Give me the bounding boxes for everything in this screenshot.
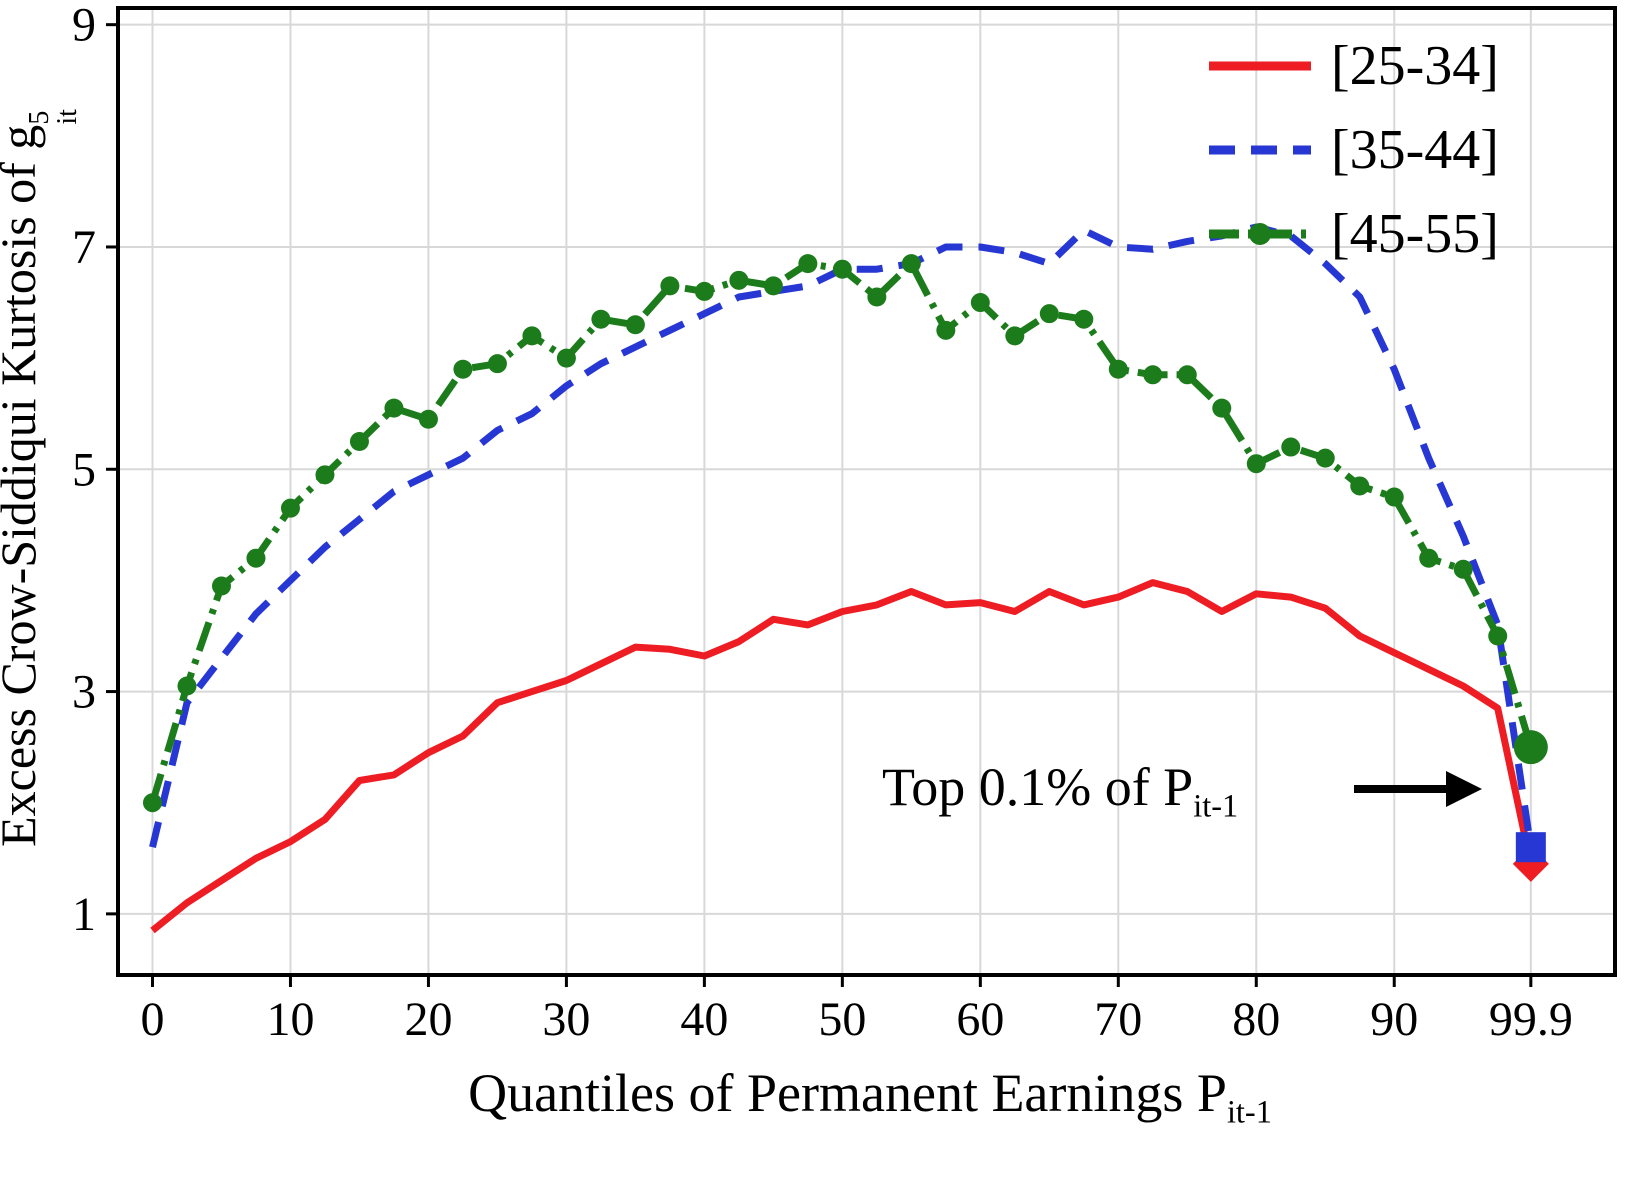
data-point-marker bbox=[729, 270, 749, 290]
x-tick-label: 10 bbox=[266, 993, 314, 1046]
series-[35-44] bbox=[149, 223, 1546, 863]
x-tick-label: 50 bbox=[818, 993, 866, 1046]
x-axis-title-sub: it-1 bbox=[1226, 1094, 1272, 1131]
data-point-marker bbox=[1039, 304, 1059, 324]
x-tick-label: 20 bbox=[404, 993, 452, 1046]
legend-sample-solid-line bbox=[1209, 61, 1311, 71]
data-point-marker bbox=[1143, 365, 1163, 385]
series-line bbox=[149, 223, 1535, 849]
legend-sample-dashed-line bbox=[1209, 145, 1311, 155]
x-tick-label: 40 bbox=[680, 993, 728, 1046]
data-point-marker bbox=[591, 309, 611, 329]
data-point-marker bbox=[246, 548, 266, 568]
data-point-marker bbox=[280, 498, 300, 518]
data-point-marker bbox=[1384, 487, 1404, 507]
y-tick-label: 9 bbox=[72, 0, 96, 52]
data-point-marker bbox=[1281, 437, 1301, 457]
data-point-marker bbox=[832, 259, 852, 279]
legend-label-25-34: [25-34] bbox=[1331, 35, 1499, 97]
data-point-marker bbox=[625, 315, 645, 335]
data-point-marker bbox=[384, 398, 404, 418]
data-point-marker bbox=[522, 326, 542, 346]
data-point-marker bbox=[798, 254, 818, 274]
data-point-marker bbox=[1212, 398, 1232, 418]
tick-marks bbox=[106, 23, 1533, 987]
y-axis-title-sup: 5 bbox=[23, 110, 55, 125]
y-axis-title-sub: it bbox=[52, 109, 84, 125]
end-marker-circle bbox=[1513, 730, 1548, 765]
series-[45-55] bbox=[142, 254, 1548, 813]
data-point-marker bbox=[556, 348, 576, 368]
data-point-marker bbox=[315, 465, 335, 485]
gridlines bbox=[118, 8, 1615, 975]
data-point-marker bbox=[1488, 626, 1508, 646]
data-point-marker bbox=[936, 320, 956, 340]
x-tick-label: 60 bbox=[956, 993, 1004, 1046]
y-tick-label: 3 bbox=[72, 666, 96, 719]
y-tick-label: 5 bbox=[72, 443, 96, 496]
data-point-marker bbox=[901, 254, 921, 274]
data-point-marker bbox=[1074, 309, 1094, 329]
data-point-marker bbox=[418, 409, 438, 429]
y-axis-title-supsub: 5 it bbox=[23, 109, 84, 125]
data-point-marker bbox=[1315, 448, 1335, 468]
data-point-marker bbox=[1246, 454, 1266, 474]
x-tick-label: 70 bbox=[1094, 993, 1142, 1046]
data-point-marker bbox=[1453, 559, 1473, 579]
plot-frame bbox=[116, 6, 1617, 977]
annotation-arrow-icon bbox=[1354, 771, 1482, 807]
x-tick-label: 80 bbox=[1232, 993, 1280, 1046]
legend-sample-dashdot-line bbox=[1209, 223, 1311, 245]
data-point-marker bbox=[1005, 326, 1025, 346]
annotation-top-0-1-percent: Top 0.1% of Pit-1 bbox=[882, 756, 1238, 823]
legend-label-35-44: [35-44] bbox=[1331, 119, 1499, 181]
y-axis-title: Excess Crow-Siddiqui Kurtosis of g5it bbox=[0, 109, 83, 847]
data-point-marker bbox=[1419, 548, 1439, 568]
annotation-text: Top 0.1% of P bbox=[882, 757, 1194, 817]
data-point-marker bbox=[1177, 365, 1197, 385]
legend-marker bbox=[1249, 223, 1271, 245]
legend-label-45-55: [45-55] bbox=[1331, 203, 1499, 265]
data-point-marker bbox=[867, 287, 887, 307]
annotation-sub: it-1 bbox=[1193, 788, 1239, 825]
data-point-marker bbox=[1350, 476, 1370, 496]
data-point-marker bbox=[177, 676, 197, 696]
x-tick-label: 90 bbox=[1370, 993, 1418, 1046]
end-marker-square bbox=[1515, 832, 1546, 863]
data-point-marker bbox=[349, 431, 369, 451]
y-tick-label: 1 bbox=[72, 888, 96, 941]
data-point-marker bbox=[694, 281, 714, 301]
data-point-marker bbox=[487, 354, 507, 374]
data-point-marker bbox=[970, 293, 990, 313]
x-tick-label: 99.9 bbox=[1489, 993, 1573, 1046]
x-axis-title: Quantiles of Permanent Earnings Pit-1 bbox=[468, 1062, 1272, 1129]
x-tick-label: 30 bbox=[542, 993, 590, 1046]
y-axis-title-text: Excess Crow-Siddiqui Kurtosis of g bbox=[0, 125, 47, 847]
data-point-marker bbox=[660, 276, 680, 296]
x-axis-title-text: Quantiles of Permanent Earnings P bbox=[468, 1063, 1227, 1123]
legend-item-45-55: [45-55] bbox=[1205, 194, 1499, 274]
data-point-marker bbox=[1108, 359, 1128, 379]
legend-item-35-44: [35-44] bbox=[1205, 110, 1499, 190]
x-tick-label: 0 bbox=[140, 993, 164, 1046]
data-point-marker bbox=[453, 359, 473, 379]
data-point-marker bbox=[763, 276, 783, 296]
legend: [25-34] [35-44] [45-55] bbox=[1205, 26, 1499, 274]
series-line bbox=[150, 579, 1535, 934]
tick-labels: 0 10 20 30 40 50 60 70 80 90 99.9 1 3 5 7 9 bbox=[72, 0, 1573, 1046]
data-point-marker bbox=[142, 793, 162, 813]
y-tick-label: 7 bbox=[72, 221, 96, 274]
legend-item-25-34: [25-34] bbox=[1205, 26, 1499, 106]
arrow-head bbox=[1446, 771, 1482, 807]
data-point-marker bbox=[211, 576, 231, 596]
series-[25-34] bbox=[150, 579, 1549, 934]
